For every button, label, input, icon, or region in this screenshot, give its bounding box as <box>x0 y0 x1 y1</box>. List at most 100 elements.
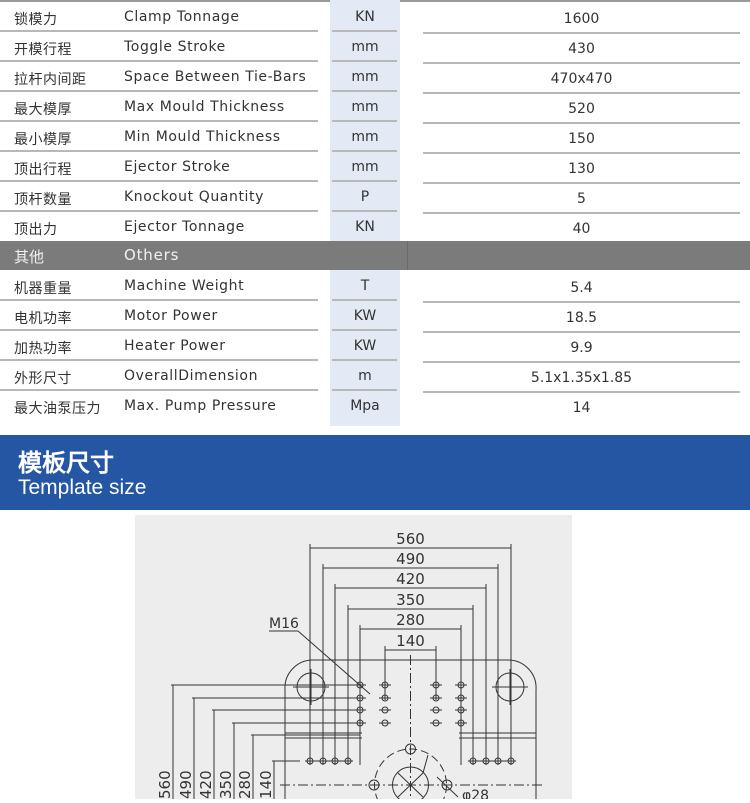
spec-label-cn: 外形尺寸 <box>14 371 72 387</box>
dimension-label: 420 <box>396 570 425 588</box>
spec-row: 顶出力 Ejector Tonnage KN 40 <box>0 212 750 242</box>
spec-unit: Mpa <box>350 398 380 414</box>
divider <box>423 92 740 94</box>
spec-label-cn: 锁模力 <box>14 12 58 28</box>
spec-value: 430 <box>568 41 595 57</box>
spec-label-cn: 最大模厚 <box>14 102 72 118</box>
spec-value: 18.5 <box>565 310 598 326</box>
ejector-hole <box>368 779 380 791</box>
divider <box>423 212 740 214</box>
spec-unit: KN <box>355 9 375 25</box>
dimension-label: 490 <box>396 550 425 568</box>
divider <box>0 30 318 32</box>
ejector-hole <box>441 779 453 791</box>
spec-row: 顶杆数量 Knockout Quantity P 5 <box>0 182 750 214</box>
section-title-cn: 模板尺寸 <box>18 449 114 477</box>
drawing-line <box>297 630 371 695</box>
spec-value: 9.9 <box>570 340 593 356</box>
dimension-label: 350 <box>217 770 235 799</box>
spec-value: 150 <box>568 131 595 147</box>
others-header-cn: 其他 <box>14 248 45 266</box>
spec-row: 最小模厚 Min Mould Thickness mm 150 <box>0 122 750 154</box>
spec-label-cn: 开模行程 <box>14 42 72 58</box>
spec-unit: KW <box>353 338 377 354</box>
spec-value: 14 <box>572 400 591 416</box>
spec-unit: T <box>360 278 370 294</box>
divider <box>0 359 318 361</box>
spec-label-en: Ejector Tonnage <box>124 219 245 235</box>
dimension-label: 140 <box>257 770 275 799</box>
dimension-label: 490 <box>177 770 195 799</box>
divider <box>332 180 397 182</box>
dimension-label: 560 <box>156 770 174 799</box>
dimension-label: 560 <box>396 530 425 548</box>
spec-unit: m <box>358 368 372 384</box>
spec-label-cn: 电机功率 <box>14 311 72 327</box>
ejector-hole <box>392 766 429 803</box>
ejector-pitch-circle <box>374 748 447 803</box>
divider <box>423 62 740 64</box>
spec-unit: mm <box>351 159 379 175</box>
divider <box>0 90 318 92</box>
spec-label-en: Space Between Tie-Bars <box>124 69 307 85</box>
spec-label-en: OverallDimension <box>124 368 259 384</box>
divider <box>0 120 318 122</box>
dimension-label: 280 <box>396 611 425 629</box>
divider <box>0 180 318 182</box>
template-drawing: 560 490 420 350 280 140 560 490 420 350 280 140 M16 φ… <box>135 515 572 803</box>
unit-column-background <box>330 0 400 426</box>
divider <box>332 60 397 62</box>
spec-unit: KN <box>355 219 375 235</box>
section-header: 模板尺寸 Template size <box>0 435 750 510</box>
divider <box>423 32 740 34</box>
spec-unit: mm <box>351 129 379 145</box>
thread-label: M16 <box>269 616 299 632</box>
spec-unit: mm <box>351 99 379 115</box>
spec-value: 470x470 <box>550 71 613 87</box>
divider <box>0 150 318 152</box>
spec-label-en: Clamp Tonnage <box>124 9 240 25</box>
divider <box>423 152 740 154</box>
spec-value: 520 <box>568 101 595 117</box>
spec-row: 顶出行程 Ejector Stroke mm 130 <box>0 152 750 184</box>
divider <box>332 389 397 391</box>
divider <box>332 210 397 212</box>
spec-row: 最大油泵压力 Max. Pump Pressure Mpa 14 <box>0 391 750 421</box>
spec-row: 最大模厚 Max Mould Thickness mm 520 <box>0 92 750 124</box>
spec-label-cn: 顶杆数量 <box>14 192 72 208</box>
dimension-label: 280 <box>236 770 254 799</box>
divider <box>332 30 397 32</box>
others-header-en: Others <box>124 246 180 264</box>
spec-label-en: Max Mould Thickness <box>124 99 285 115</box>
divider <box>423 331 740 333</box>
divider <box>0 329 318 331</box>
hole-diameter-label: φ28 <box>462 788 489 799</box>
divider <box>0 210 318 212</box>
drawing-line <box>422 754 429 774</box>
spec-unit: P <box>360 189 370 205</box>
divider <box>332 120 397 122</box>
divider <box>407 241 408 270</box>
spec-unit: mm <box>351 69 379 85</box>
spec-label-cn: 机器重量 <box>14 281 72 297</box>
divider <box>0 60 318 62</box>
spec-label-cn: 最小模厚 <box>14 132 72 148</box>
spec-row: 锁模力 Clamp Tonnage KN 1600 <box>0 2 750 34</box>
spec-label-cn: 加热功率 <box>14 341 72 357</box>
spec-row: 机器重量 Machine Weight T 5.4 <box>0 271 750 303</box>
spec-row: 开模行程 Toggle Stroke mm 430 <box>0 32 750 64</box>
others-header: 其他 Others <box>0 241 750 270</box>
spec-row: 外形尺寸 OverallDimension m 5.1x1.35x1.85 <box>0 361 750 393</box>
spec-label-en: Knockout Quantity <box>124 189 265 205</box>
spec-unit: KW <box>353 308 377 324</box>
dimension-label: 350 <box>396 591 425 609</box>
spec-value: 5.4 <box>570 280 593 296</box>
divider <box>423 391 740 393</box>
divider <box>332 359 397 361</box>
spec-value: 130 <box>568 161 595 177</box>
spec-label-en: Ejector Stroke <box>124 159 231 175</box>
divider <box>423 361 740 363</box>
spec-row: 电机功率 Motor Power KW 18.5 <box>0 301 750 333</box>
spec-label-cn: 顶出行程 <box>14 162 72 178</box>
spec-row: 加热功率 Heater Power KW 9.9 <box>0 331 750 363</box>
